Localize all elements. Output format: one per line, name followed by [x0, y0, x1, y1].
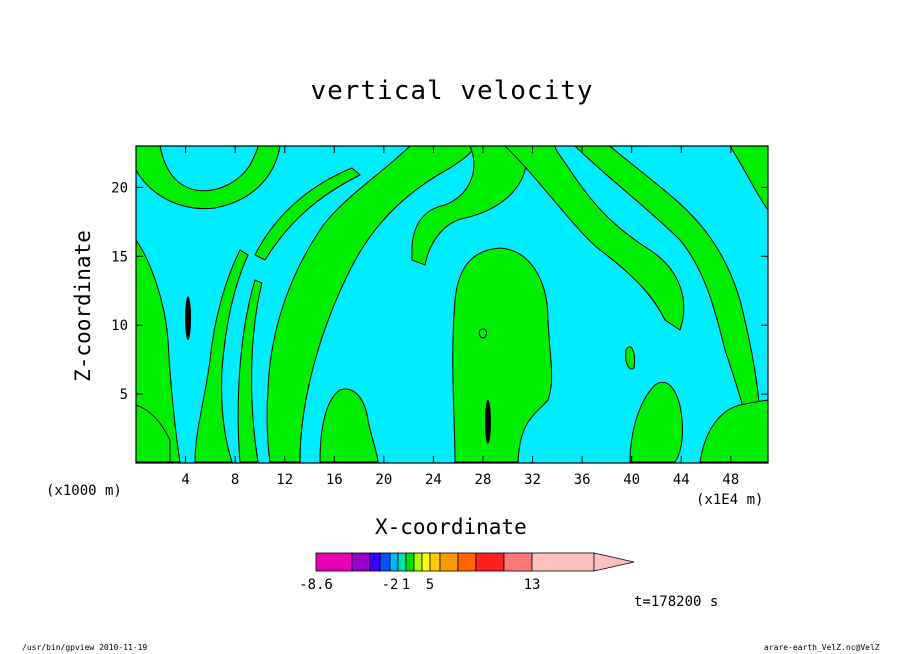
colorbar-label: 1: [402, 577, 410, 593]
colorbar-label: 13: [524, 577, 541, 593]
y-tick-label: 20: [111, 180, 128, 196]
y-tick-label: 15: [111, 249, 128, 265]
x-tick-label: 12: [276, 472, 293, 488]
colorbar-box: [504, 553, 532, 571]
colorbar-arrow: [594, 553, 634, 571]
x-tick-label: 32: [524, 472, 541, 488]
colorbar-box: [476, 553, 504, 571]
updraft-core: [185, 296, 191, 340]
x-tick-label: 44: [673, 472, 690, 488]
x-tick-label: 24: [425, 472, 442, 488]
colorbar: -8.6 -2 1 5 13: [299, 553, 634, 593]
y-tick-label: 5: [120, 387, 128, 403]
contour-region: [479, 329, 486, 338]
updraft-core: [485, 400, 491, 444]
x-tick-label: 36: [574, 472, 591, 488]
colorbar-box: [440, 553, 458, 571]
colorbar-box: [430, 553, 440, 571]
colorbar-box: [458, 553, 476, 571]
colorbar-label: -8.6: [299, 577, 333, 593]
x-tick-label: 16: [326, 472, 343, 488]
colorbar-box: [414, 553, 422, 571]
y-tick-label: 10: [111, 318, 128, 334]
x-tick-label: 48: [722, 472, 739, 488]
colorbar-box: [422, 553, 430, 571]
colorbar-label: 5: [426, 577, 434, 593]
x-tick-label: 4: [181, 472, 189, 488]
x-tick-label: 28: [475, 472, 492, 488]
colorbar-box: [352, 553, 370, 571]
x-tick-label: 20: [375, 472, 392, 488]
x-tick-label: 40: [623, 472, 640, 488]
x-tick-label: 8: [231, 472, 239, 488]
colorbar-box: [370, 553, 380, 571]
colorbar-box: [390, 553, 398, 571]
colorbar-box: [532, 553, 594, 571]
colorbar-box: [316, 553, 352, 571]
colorbar-box: [380, 553, 390, 571]
colorbar-box: [406, 553, 414, 571]
plot-area: [136, 146, 768, 463]
colorbar-label: -2: [382, 577, 399, 593]
colorbar-box: [398, 553, 406, 571]
